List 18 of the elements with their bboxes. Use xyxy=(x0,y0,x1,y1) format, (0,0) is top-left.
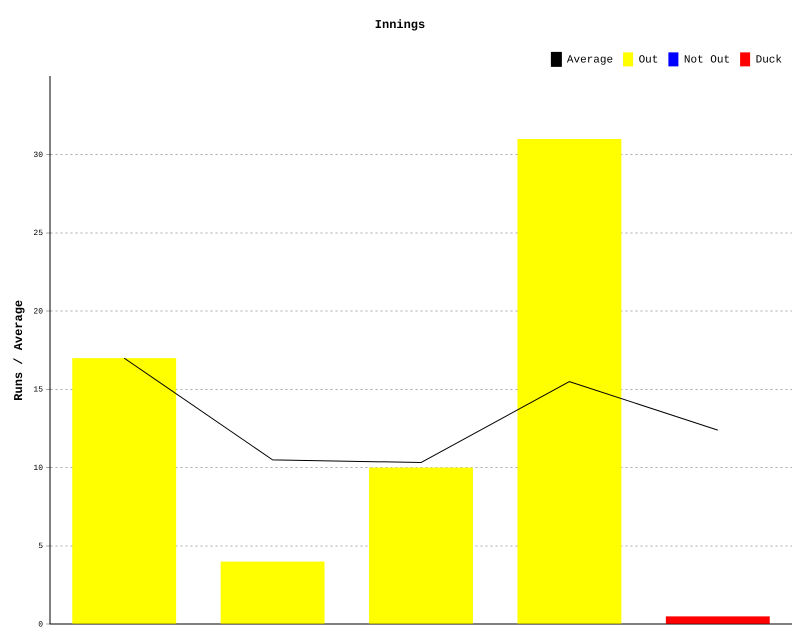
y-tick-label: 0 xyxy=(38,620,44,630)
bar xyxy=(666,616,770,624)
legend-label: Average xyxy=(566,54,614,66)
legend-label: Out xyxy=(638,54,658,66)
bar xyxy=(72,358,176,624)
y-tick-label: 25 xyxy=(33,229,44,238)
legend-label: Duck xyxy=(756,54,782,66)
y-tick-label: 30 xyxy=(33,150,44,160)
y-tick-label: 15 xyxy=(33,386,44,395)
y-axis-title: Runs / Average xyxy=(12,300,26,401)
y-tick-label: 20 xyxy=(33,307,44,316)
chart-title: Innings xyxy=(374,18,426,32)
bar xyxy=(517,139,622,624)
y-tick-label: 10 xyxy=(33,464,44,473)
legend-label: Not Out xyxy=(684,54,730,66)
bar xyxy=(369,468,473,624)
bar xyxy=(220,562,325,624)
y-tick-label: 5 xyxy=(38,542,44,552)
